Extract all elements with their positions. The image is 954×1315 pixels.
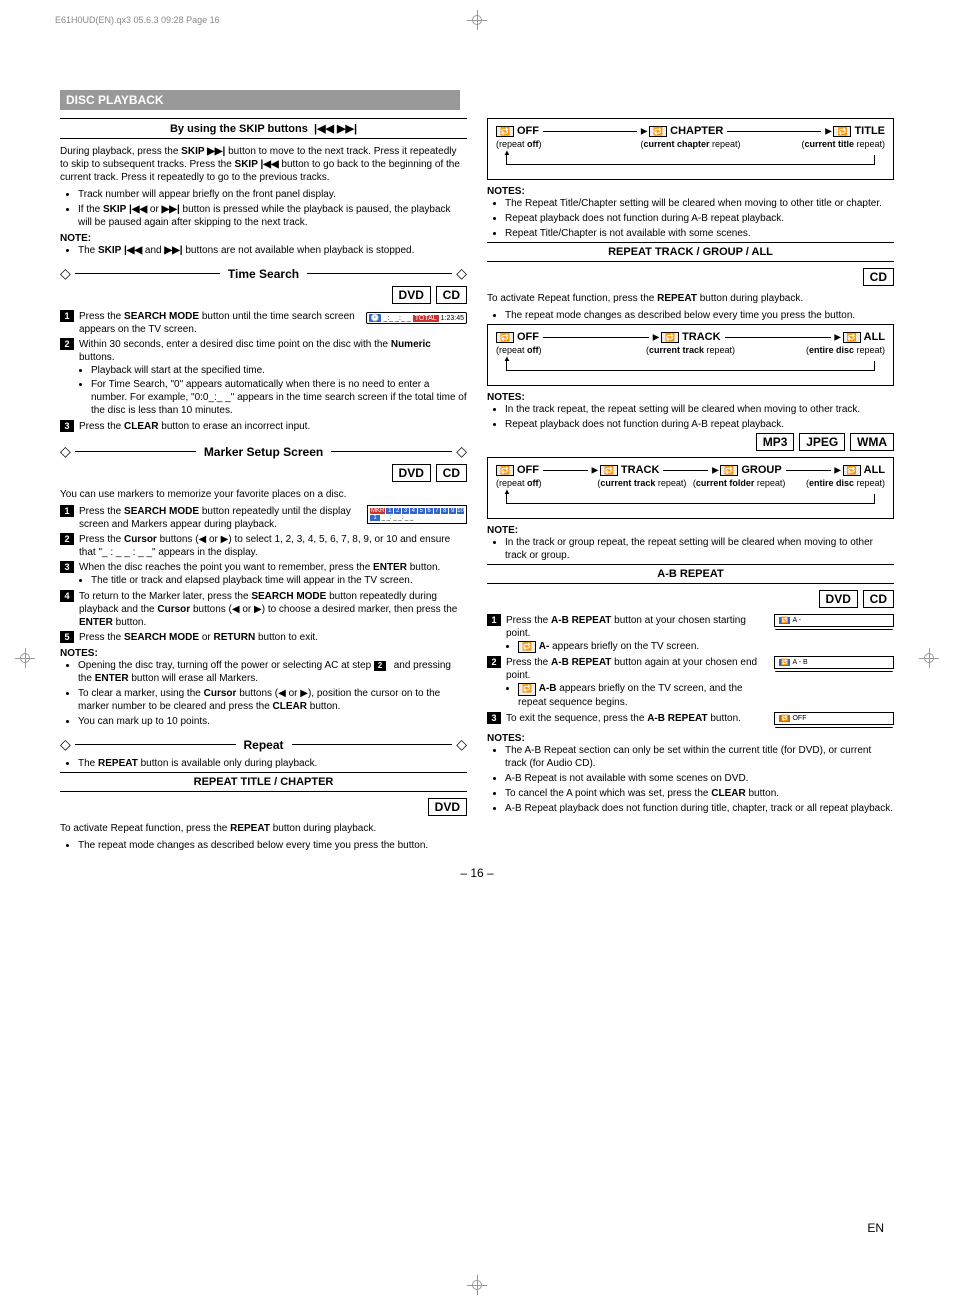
step-3: 3 [60,420,74,432]
ab-n2: A-B Repeat is not available with some sc… [505,772,894,785]
badge-cd: CD [863,268,894,286]
badge-dvd: DVD [392,464,431,482]
page-number: – 16 – [60,866,894,880]
ts-sub-1: Playback will start at the specified tim… [91,364,467,377]
tga-n1: In the track repeat, the repeat setting … [505,403,894,416]
ab-n3: To cancel the A point which was set, pre… [505,787,894,800]
badge-cd: CD [436,286,467,304]
repeat-intro: The REPEAT button is available only duri… [78,757,467,770]
crop-mark-bottom [467,1275,487,1295]
ab-s1b1: 🔁 A- appears briefly on the TV screen. [518,640,768,653]
clock-icon: 🕐 [369,314,382,322]
mp3-note-label: NOTE: [487,525,894,536]
skip-para: During playback, press the SKIP ▶▶| butt… [60,145,467,184]
crop-mark-top [467,10,487,30]
badge-dvd: DVD [392,286,431,304]
tga-n2: Repeat playback does not function during… [505,418,894,431]
skip-bullet-2: If the SKIP |◀◀ or ▶▶| button is pressed… [78,203,467,229]
marker-osd: MKR 12345 678910 1 _ _: _ _: _ _ [367,505,467,524]
diamond-icon: ◇ [456,443,467,460]
diamond-icon: ◇ [456,265,467,282]
ab-n4: A-B Repeat playback does not function du… [505,802,894,815]
repeat-tga-para: To activate Repeat function, press the R… [487,292,894,305]
doc-header: E61H0UD(EN).qx3 05.6.3 09:28 Page 16 [55,15,220,25]
total-label: TOTAL [413,315,439,322]
repeat-tc-title: REPEAT TITLE / CHAPTER [60,772,467,792]
badge-wma: WMA [850,433,894,451]
step-4: 4 [60,590,74,602]
skip-note-1: The SKIP |◀◀ and ▶▶| buttons are not ava… [78,244,467,257]
repeat-mp3-diagram: 🔁 OFF 🔁 TRACK 🔁 GROUP 🔁 ALL (repeat off)… [487,457,894,519]
step-2: 2 [60,338,74,350]
step-2: 2 [487,656,501,668]
step-1: 1 [60,310,74,322]
marker-n3: You can mark up to 10 points. [78,715,467,728]
crop-mark-right [919,648,939,668]
skip-title: By using the SKIP buttons |◀◀ ▶▶| [60,118,467,139]
ts-sub-2: For Time Search, "0" appears automatical… [91,378,467,417]
right-column: 🔁 OFF 🔁 CHAPTER 🔁 TITLE (repeat off) (cu… [487,118,894,854]
diamond-icon: ◇ [60,265,71,282]
time-search-title: Time Search [224,267,303,281]
marker-intro: You can use markers to memorize your fav… [60,488,467,501]
skip-title-text: By using the SKIP buttons [170,123,308,135]
tc-n1: The Repeat Title/Chapter setting will be… [505,197,894,210]
ab-osd-2: 🔁A - B [774,656,894,669]
skip-bullet-1: Track number will appear briefly on the … [78,188,467,201]
tc-n3: Repeat Title/Chapter is not available wi… [505,227,894,240]
badge-mp3: MP3 [756,433,795,451]
tc-n2: Repeat playback does not function during… [505,212,894,225]
step-3: 3 [60,561,74,573]
ab-n1: The A-B Repeat section can only be set w… [505,744,894,770]
total-time: 1:23:45 [441,315,464,322]
marker-s3b1: The title or track and elapsed playback … [91,574,467,587]
marker-n1: Opening the disc tray, turning off the p… [78,659,467,685]
step-2: 2 [60,533,74,545]
marker-notes-label: NOTES: [60,648,467,659]
skip-note-label: NOTE: [60,233,467,244]
badge-cd: CD [863,590,894,608]
repeat-title: Repeat [240,738,288,752]
repeat-tga-title: REPEAT TRACK / GROUP / ALL [487,242,894,262]
badge-jpeg: JPEG [799,433,845,451]
repeat-tc-diagram: 🔁 OFF 🔁 CHAPTER 🔁 TITLE (repeat off) (cu… [487,118,894,180]
left-column: By using the SKIP buttons |◀◀ ▶▶| During… [60,118,467,854]
ab-osd-3: 🔁OFF [774,712,894,725]
repeat-tga-b1: The repeat mode changes as described bel… [505,309,894,322]
diamond-icon: ◇ [60,736,71,753]
section-header: DISC PLAYBACK [60,90,460,110]
badge-dvd: DVD [819,590,858,608]
badge-dvd: DVD [428,798,467,816]
ab-s2b1: 🔁 A-B appears briefly on the TV screen, … [518,682,768,708]
step-3: 3 [487,712,501,724]
ab-notes-label: NOTES: [487,733,894,744]
crop-mark-left [15,648,35,668]
repeat-tc-b1: The repeat mode changes as described bel… [78,839,467,852]
badge-cd: CD [436,464,467,482]
marker-title: Marker Setup Screen [200,445,327,459]
step-5: 5 [60,631,74,643]
diamond-icon: ◇ [456,736,467,753]
skip-prev-icon: |◀◀ ▶▶| [311,123,357,135]
ab-osd-1: 🔁A - [774,614,894,627]
tc-notes-label: NOTES: [487,186,894,197]
repeat-cd-diagram: 🔁 OFF 🔁 TRACK 🔁 ALL (repeat off) (curren… [487,324,894,386]
diamond-icon: ◇ [60,443,71,460]
tga-notes-label: NOTES: [487,392,894,403]
mp3-n1: In the track or group repeat, the repeat… [505,536,894,562]
repeat-tc-para: To activate Repeat function, press the R… [60,822,467,835]
step-1: 1 [60,505,74,517]
page-lang: EN [867,1221,884,1235]
ab-title: A-B REPEAT [487,564,894,584]
time-osd: 🕐 _:_ _:_ _ TOTAL 1:23:45 [366,312,467,324]
marker-n2: To clear a marker, using the Cursor butt… [78,687,467,713]
step-1: 1 [487,614,501,626]
